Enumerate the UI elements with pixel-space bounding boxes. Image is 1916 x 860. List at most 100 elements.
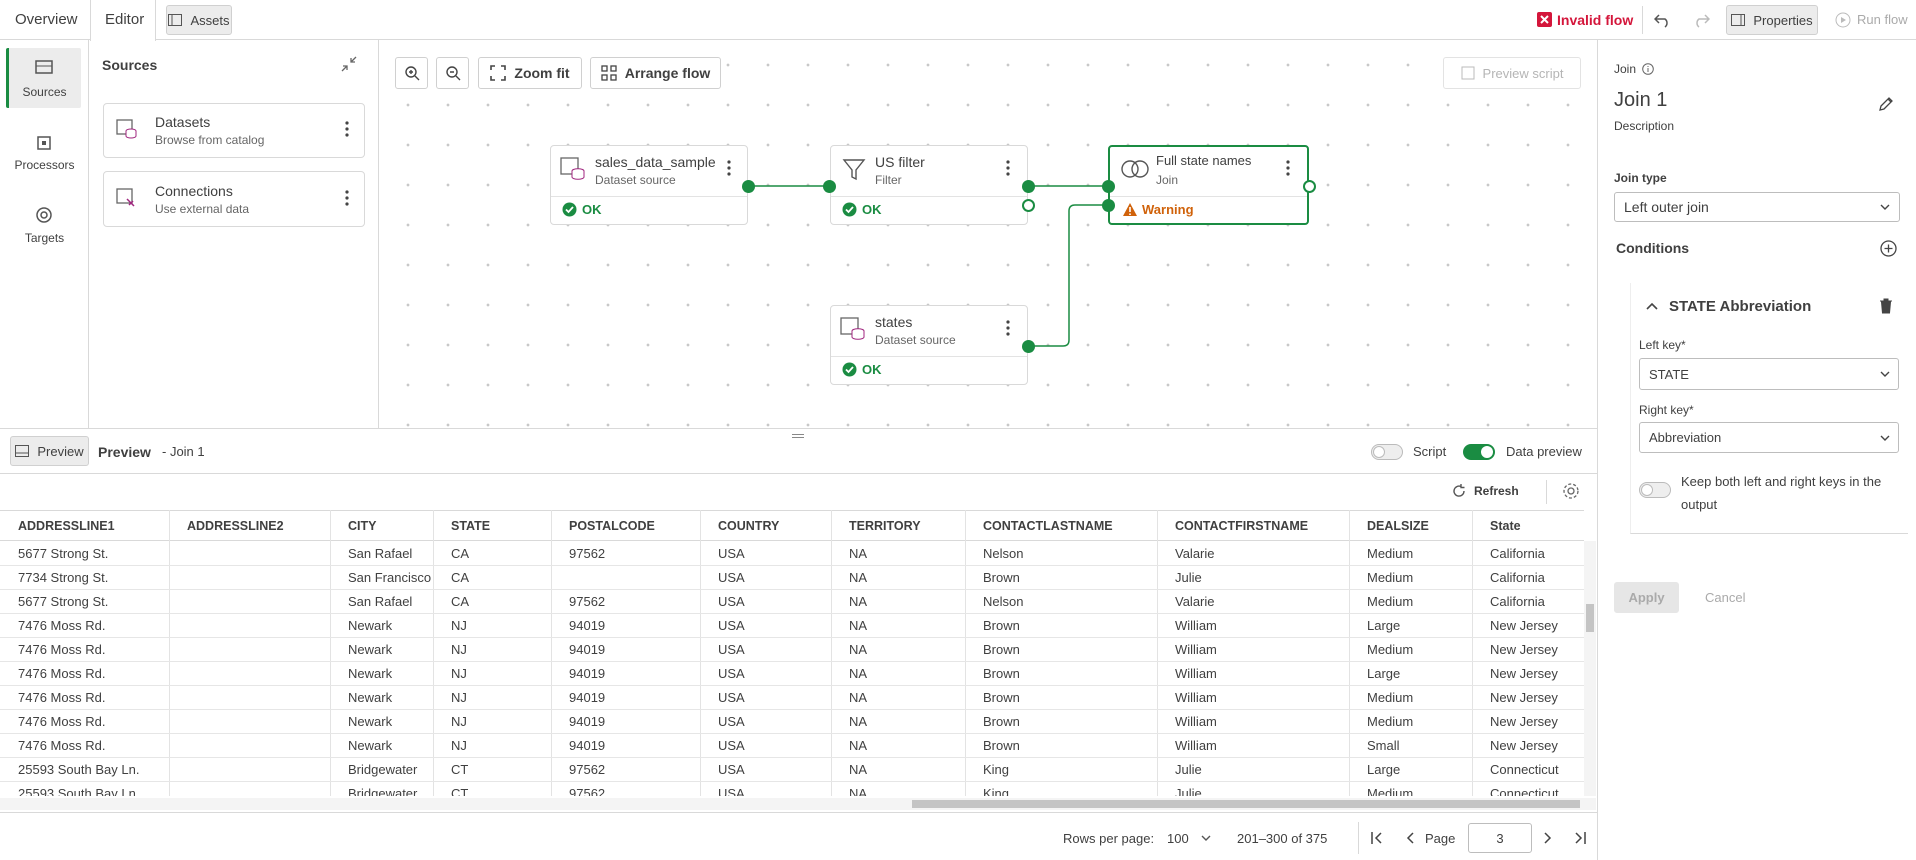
port[interactable] [823,180,836,193]
divider [831,196,1027,197]
port[interactable] [1102,199,1115,212]
source-card[interactable] [103,103,365,158]
right-key-select[interactable]: Abbreviation [1639,422,1899,453]
source-card[interactable] [103,171,365,227]
apply-button[interactable]: Apply [1614,582,1679,613]
keep-keys-toggle[interactable] [1639,482,1671,498]
port[interactable] [1102,180,1115,193]
rail-label[interactable]: Targets [24,231,65,245]
collapse[interactable] [341,56,357,72]
tab[interactable]: Overview [15,11,78,28]
icon [15,445,30,457]
port[interactable] [1022,180,1035,193]
cell: 7476 Moss Rd. [18,714,106,729]
next-page[interactable] [1541,831,1555,845]
v-scrollbar[interactable] [1584,541,1596,796]
redo[interactable] [1692,11,1710,29]
join-type-select[interactable]: Left outer join [1614,192,1900,222]
cell: USA [718,546,745,561]
cell: William [1175,690,1217,705]
cell: New Jersey [1490,714,1558,729]
label: Properties [1753,12,1813,28]
column-header: COUNTRY [718,519,780,533]
cell: New Jersey [1490,642,1558,657]
prev-page[interactable] [1403,831,1417,845]
top-bar [0,0,1916,40]
column-divider [551,510,552,796]
splitter-handle[interactable] [792,434,804,438]
run-flow[interactable]: Run flow [1857,12,1908,27]
tab[interactable]: Editor [105,11,145,28]
column-header: ADDRESSLINE2 [187,519,284,533]
cell: New Jersey [1490,690,1558,705]
script-toggle[interactable] [1371,444,1403,460]
data-preview-toggle[interactable] [1463,444,1495,460]
more[interactable] [1286,160,1290,176]
cell: Medium [1367,570,1414,585]
arrange-flow[interactable]: Arrange flow [590,57,721,89]
icon [445,66,460,81]
column-header: ADDRESSLINE1 [18,519,115,533]
page-input[interactable]: 3 [1468,823,1532,853]
splitter[interactable] [0,428,1597,429]
assets-button[interactable]: Assets [166,5,232,35]
refresh[interactable]: Refresh [1474,484,1519,498]
cancel-button[interactable]: Cancel [1705,590,1746,605]
undo[interactable] [1654,11,1672,29]
zoom-out[interactable] [436,57,469,89]
invalid-flow[interactable]: Invalid flow [1557,12,1634,28]
first-page[interactable] [1370,831,1384,845]
preview-button[interactable]: Preview [10,436,89,466]
condition-card [1630,283,1908,534]
properties-button[interactable]: Properties [1726,5,1818,35]
port[interactable] [1303,180,1316,193]
conditions-label: Conditions [1616,240,1690,256]
port[interactable] [1022,340,1035,353]
add-condition[interactable] [1880,240,1897,257]
cell: Brown [983,618,1020,633]
refresh-icon [1453,484,1465,497]
port[interactable] [742,180,755,193]
h-scrollbar[interactable] [0,798,1596,810]
dataset-icon [840,317,865,340]
zoom-fit[interactable]: Zoom fit [478,57,582,89]
rows-per-page[interactable]: 100 [1167,831,1189,846]
rail-label[interactable]: Sources [22,85,67,99]
join-icon [1121,160,1149,178]
info-icon[interactable] [1642,63,1654,75]
edit[interactable] [1878,96,1894,112]
node-name: states [875,314,913,330]
flow-node-selected[interactable] [1108,145,1309,225]
divider [0,812,1597,813]
more[interactable] [727,160,731,176]
collapse-condition[interactable] [1646,301,1658,311]
chevron[interactable] [1201,834,1211,842]
data-table: ADDRESSLINE1 ADDRESSLINE2 CITY STATE POSTALC… [0,510,1584,796]
cell: 7734 Strong St. [18,570,109,585]
cell: California [1490,546,1545,561]
cell: San Rafael [348,594,413,609]
rail-active[interactable] [6,48,81,108]
targets-icon [36,207,52,223]
last-page[interactable] [1573,831,1587,845]
preview-script[interactable]: Preview script [1443,57,1581,89]
node-name: Full state names [1156,153,1252,168]
cell: 5677 Strong St. [18,546,109,561]
zoom-in[interactable] [395,57,428,89]
tab-active[interactable] [90,0,156,41]
flow-node[interactable] [550,145,748,225]
more[interactable] [345,190,349,206]
delete-condition[interactable] [1879,298,1893,314]
node-type: Join [1156,173,1179,187]
more[interactable] [1006,320,1010,336]
more[interactable] [345,121,349,137]
divider [0,473,1597,474]
cell: New Jersey [1490,618,1558,633]
cell: USA [718,570,745,585]
rail-label[interactable]: Processors [14,158,75,172]
left-key-select[interactable]: STATE [1639,358,1899,390]
more[interactable] [1006,160,1010,176]
port[interactable] [1022,199,1035,212]
column-divider [1472,510,1473,796]
settings[interactable] [1562,482,1580,500]
